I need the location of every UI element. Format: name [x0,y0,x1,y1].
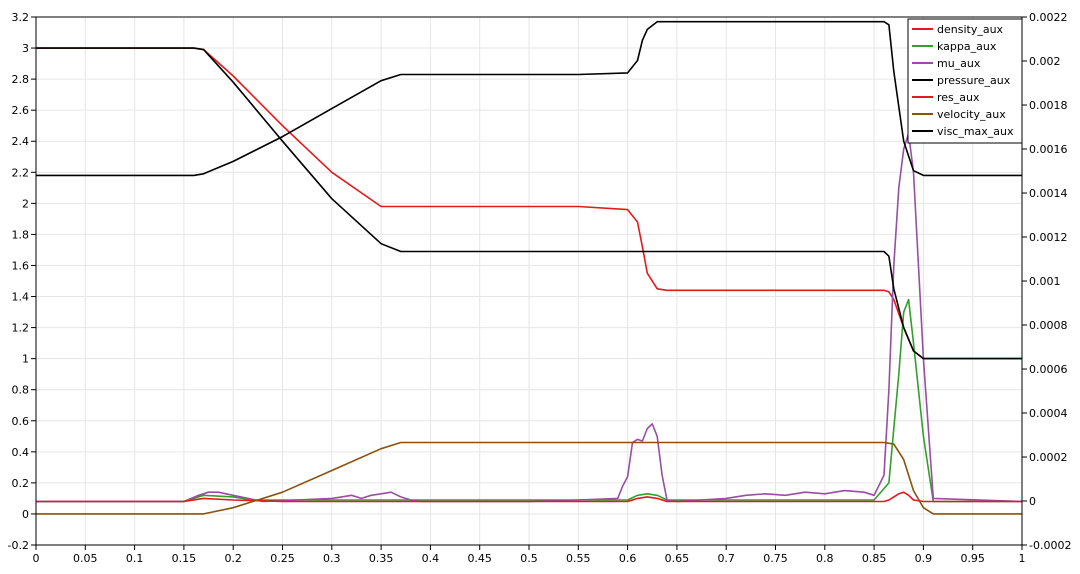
legend-label: visc_max_aux [937,125,1014,138]
series-line-velocity-aux [36,441,1022,515]
y2-tick-label: 0.0004 [1029,407,1068,420]
series-line-kappa-aux [36,298,1022,503]
x-tick-label: 0.3 [323,552,341,565]
legend: density_aux kappa_aux mu_aux pressure_auxre… [907,18,1023,144]
y-tick-label: -0.2 [8,539,29,552]
legend-label: density_aux [937,23,1004,36]
y-tick-label: 0.8 [12,384,30,397]
x-tick-label: 0.5 [520,552,538,565]
x-tick-label: 0 [33,552,40,565]
y2-tick-label: 0.0012 [1029,231,1068,244]
y2-tick-label: 0.0002 [1029,451,1068,464]
x-tick-label: 0.15 [172,552,197,565]
y2-tick-label: 0.0016 [1029,143,1068,156]
y-tick-label: 1 [22,353,29,366]
x-tick-label: 0.8 [816,552,834,565]
y-tick-label: 2.8 [12,73,30,86]
y-tick-label: 2.4 [12,135,30,148]
series-line-mu-aux [36,132,1023,503]
legend-label: velocity_aux [937,108,1006,121]
y2-tick-label: 0 [1029,495,1036,508]
x-tick-label: 0.95 [960,552,985,565]
x-tick-label: 0.2 [224,552,242,565]
x-tick-label: 0.7 [717,552,735,565]
y2-tick-label: 0.0018 [1029,99,1068,112]
y-tick-label: 2.2 [12,166,30,179]
series-layer [36,20,1023,515]
x-tick-label: 0.65 [665,552,690,565]
y-tick-label: 0 [22,508,29,521]
x-axis: 0 0.05 0.1 0.15 0.2 0.25 0.3 0.35 0.4 0.45 0.5 0.55… [33,545,1026,565]
x-tick-label: 0.35 [369,552,394,565]
y-tick-label: 2.6 [12,104,30,117]
y-axis-left: -0.2 0 0.2 0.4 0.6 0.8 1 1.2 1.4 1.6 1.8 2 2.2 2.4 2.6… [8,11,36,552]
x-tick-label: 0.6 [619,552,637,565]
legend-label: pressure_aux [937,74,1011,87]
x-tick-label: 0.9 [915,552,933,565]
y2-tick-label: 0.001 [1029,275,1061,288]
y2-tick-label: 0.0008 [1029,319,1068,332]
series-line-res-aux [36,491,1022,503]
grid-lines [35,16,1023,546]
y2-tick-label: 0.0014 [1029,187,1068,200]
y2-tick-label: 0.002 [1029,55,1061,68]
x-tick-label: 0.25 [270,552,295,565]
series-line-pressure-aux [36,20,1022,177]
y-tick-label: 1.2 [12,322,30,335]
y-tick-label: 1.4 [12,291,30,304]
y-tick-label: 2 [22,197,29,210]
y2-tick-label: 0.0022 [1029,11,1068,24]
x-tick-label: 0.45 [467,552,492,565]
series-line-visc-max-aux [36,47,1022,360]
y-tick-label: 3.2 [12,11,30,24]
legend-label: res_aux [937,91,980,104]
x-tick-label: 0.1 [126,552,144,565]
y-tick-label: 0.4 [12,446,30,459]
x-tick-label: 0.85 [862,552,887,565]
y-tick-label: 3 [22,42,29,55]
x-tick-label: 0.05 [73,552,98,565]
y2-tick-label: -0.0002 [1029,539,1071,552]
legend-label: kappa_aux [937,40,997,53]
y-tick-label: 1.6 [12,259,30,272]
y-tick-label: 0.2 [12,477,30,490]
y2-tick-label: 0.0006 [1029,363,1068,376]
x-tick-label: 0.75 [763,552,788,565]
y-axis-right: -0.0002 0 0.0002 0.0004 0.0006 0.0008 0.001 0.0… [1022,11,1071,552]
y-tick-label: 1.8 [12,228,30,241]
x-tick-label: 0.4 [422,552,440,565]
x-tick-label: 1 [1019,552,1026,565]
y-tick-label: 0.6 [12,415,30,428]
legend-label: mu_aux [937,57,981,70]
x-tick-label: 0.55 [566,552,591,565]
